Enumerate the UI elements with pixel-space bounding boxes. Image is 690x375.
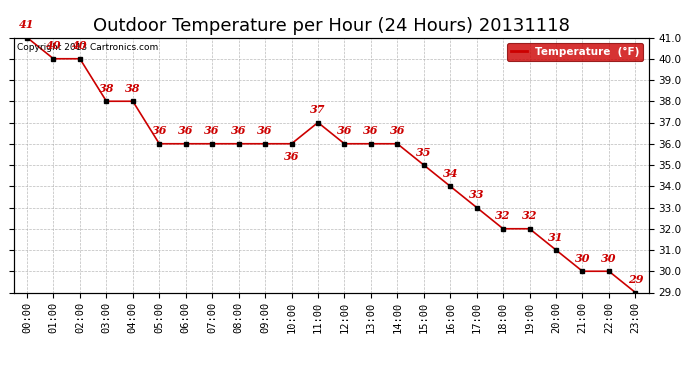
Text: 36: 36 — [231, 125, 246, 136]
Text: 35: 35 — [416, 147, 431, 158]
Title: Outdoor Temperature per Hour (24 Hours) 20131118: Outdoor Temperature per Hour (24 Hours) … — [92, 16, 570, 34]
Text: 40: 40 — [46, 40, 61, 51]
Text: 30: 30 — [601, 253, 617, 264]
Text: 36: 36 — [363, 125, 379, 136]
Text: Copyright 2013 Cartronics.com: Copyright 2013 Cartronics.com — [17, 43, 158, 52]
Text: 36: 36 — [152, 125, 167, 136]
Text: 40: 40 — [72, 40, 88, 51]
Text: 36: 36 — [178, 125, 193, 136]
Text: 36: 36 — [257, 125, 273, 136]
Text: 38: 38 — [99, 83, 114, 94]
Text: 34: 34 — [442, 168, 458, 179]
Text: 33: 33 — [469, 189, 484, 200]
Text: 36: 36 — [284, 151, 299, 162]
Text: 32: 32 — [495, 210, 511, 221]
Text: 36: 36 — [390, 125, 405, 136]
Text: 31: 31 — [549, 231, 564, 243]
Text: 38: 38 — [125, 83, 141, 94]
Text: 30: 30 — [575, 253, 590, 264]
Legend: Temperature  (°F): Temperature (°F) — [506, 43, 643, 61]
Text: 36: 36 — [337, 125, 352, 136]
Text: 36: 36 — [204, 125, 220, 136]
Text: 37: 37 — [310, 104, 326, 115]
Text: 41: 41 — [19, 19, 34, 30]
Text: 29: 29 — [628, 274, 643, 285]
Text: 32: 32 — [522, 210, 538, 221]
